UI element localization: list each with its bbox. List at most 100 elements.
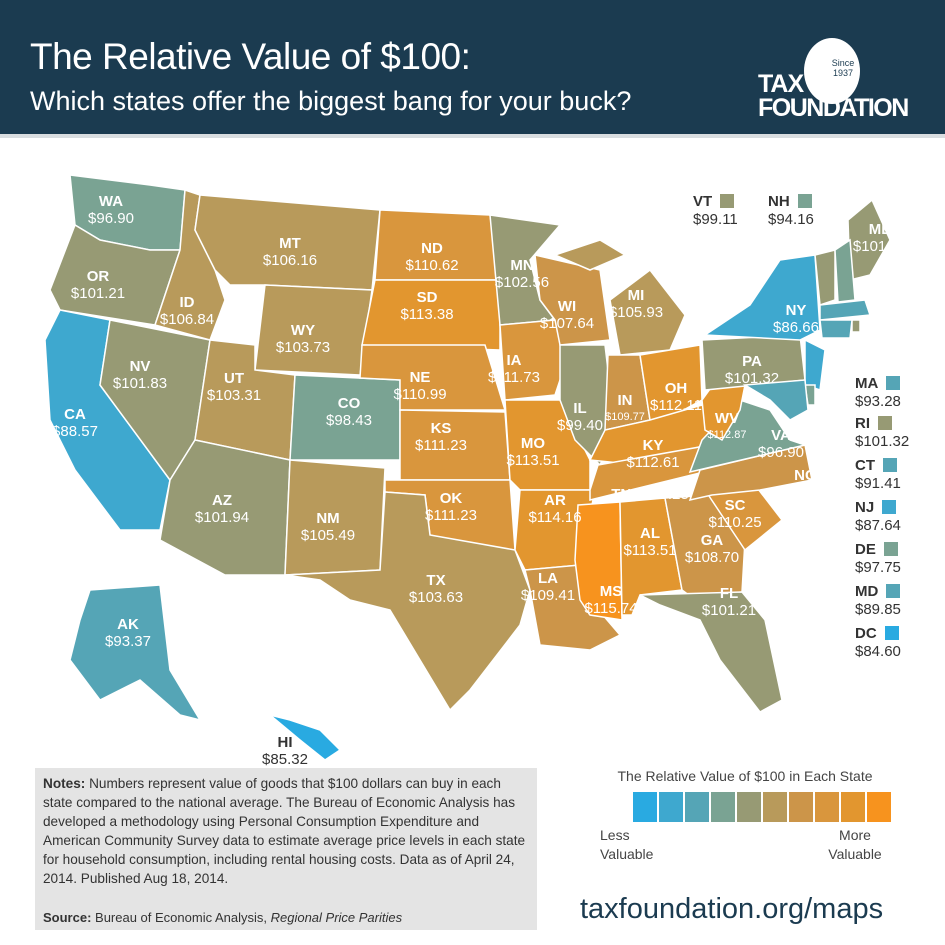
tax-foundation-logo: Since 1937 TAX FOUNDATION xyxy=(758,38,909,122)
small-state-vt: VT $99.11 xyxy=(693,193,738,228)
state-value: $111.23 xyxy=(415,437,467,454)
state-abbr: NV xyxy=(129,358,151,375)
small-state-dc: DC $84.60 xyxy=(855,625,901,660)
legend-more: More Valuable xyxy=(828,827,882,862)
state-value: $110.25 xyxy=(635,486,689,503)
logo-since: Since 1937 xyxy=(831,58,855,78)
state-abbr: UT xyxy=(223,370,244,387)
state-label-or: OR $101.21 xyxy=(71,268,125,302)
state-abbr: DC xyxy=(855,625,877,642)
us-map xyxy=(44,174,891,761)
state-abbr: VA xyxy=(771,427,791,444)
notes-box: Notes: Numbers represent value of goods … xyxy=(35,768,537,930)
state-value: $108.70 xyxy=(684,549,740,566)
state-abbr: DE xyxy=(855,541,876,558)
state-abbr: CT xyxy=(855,457,875,474)
state-abbr: ID xyxy=(179,294,195,311)
state-label-mi: MI $105.93 xyxy=(609,287,663,321)
state-value: $84.60 xyxy=(855,643,901,660)
state-abbr: WI xyxy=(557,298,577,315)
state-label-hi: HI $85.32 xyxy=(262,734,308,768)
state-abbr: TN xyxy=(611,486,632,503)
state-abbr: LA xyxy=(537,570,558,587)
state-value: $88.57 xyxy=(52,423,98,440)
state-abbr: SD xyxy=(416,289,438,306)
legend-swatch xyxy=(711,792,735,822)
state-abbr: MS xyxy=(599,583,623,600)
notes-label: Notes: xyxy=(43,776,86,791)
header: The Relative Value of $100: Which states… xyxy=(0,0,945,138)
state-value: $110.25 xyxy=(708,514,762,531)
state-value: $101.73 xyxy=(852,238,908,255)
color-swatch xyxy=(720,194,735,208)
state-label-pa: PA $101.32 xyxy=(725,353,779,387)
legend-swatch xyxy=(815,792,839,822)
state-value: $93.28 xyxy=(855,393,901,410)
state-abbr: RI xyxy=(855,415,870,432)
state-label-in: IN $109.77 xyxy=(605,392,645,426)
state-value: $85.32 xyxy=(262,751,308,768)
state-label-ga: GA $108.70 xyxy=(685,532,739,566)
state-label-ca: CA $88.57 xyxy=(52,406,98,440)
state-label-sd: SD $113.38 xyxy=(400,289,453,323)
state-value: $103.31 xyxy=(206,387,262,404)
state-value: $97.75 xyxy=(855,559,901,576)
state-sd xyxy=(361,279,501,351)
state-abbr: SC xyxy=(724,497,746,514)
state-value: $112.87 xyxy=(707,429,747,441)
state-value: $89.85 xyxy=(855,601,901,618)
state-label-ar: AR $114.16 xyxy=(528,492,581,526)
state-abbr: OR xyxy=(86,268,110,285)
state-value: $98.43 xyxy=(326,412,372,429)
state-value: $112.11 xyxy=(650,397,702,414)
state-value: $114.16 xyxy=(528,509,582,526)
state-value: $111.73 xyxy=(488,369,540,386)
state-value: $96.90 xyxy=(758,444,804,461)
small-state-ma: MA $93.28 xyxy=(855,375,901,410)
legend-swatch xyxy=(763,792,787,822)
state-value: $101.21 xyxy=(701,602,757,619)
state-abbr: AK xyxy=(117,616,139,633)
state-label-la: LA $109.41 xyxy=(521,570,575,604)
state-abbr: MT xyxy=(279,235,301,252)
state-label-oh: OH $112.11 xyxy=(650,380,702,414)
state-abbr: MI xyxy=(627,287,645,304)
color-legend: The Relative Value of $100 in Each State… xyxy=(600,768,900,862)
state-value: $109.77 xyxy=(605,411,645,423)
small-state-ct: CT $91.41 xyxy=(855,457,901,492)
state-label-sc: SC $110.25 xyxy=(708,497,761,531)
state-label-id: ID $106.84 xyxy=(160,294,214,328)
state-value: $106.84 xyxy=(159,311,215,328)
small-state-ri: RI $101.32 xyxy=(855,415,909,450)
state-label-nc: NC $109.17 xyxy=(778,467,832,501)
state-label-wy: WY $103.73 xyxy=(276,322,330,356)
color-swatch xyxy=(883,458,897,472)
legend-less: Less Valuable xyxy=(600,827,654,862)
page-title: The Relative Value of $100: xyxy=(30,36,471,77)
state-mi xyxy=(609,268,686,356)
state-nj xyxy=(804,338,826,392)
state-label-nv: NV $101.83 xyxy=(113,358,167,392)
state-abbr: AZ xyxy=(211,492,232,509)
state-value: $103.73 xyxy=(275,339,331,356)
website-link[interactable]: taxfoundation.org/maps xyxy=(580,893,884,925)
state-value: $112.61 xyxy=(626,454,680,471)
legend-swatch xyxy=(737,792,761,822)
state-abbr: ME xyxy=(868,221,892,238)
state-label-ak: AK $93.37 xyxy=(105,616,151,650)
legend-title: The Relative Value of $100 in Each State xyxy=(617,768,873,784)
state-abbr: NY xyxy=(785,302,807,319)
state-abbr: MA xyxy=(855,375,879,392)
state-ct xyxy=(819,319,853,339)
source-text: Bureau of Economic Analysis, xyxy=(91,910,271,925)
state-value: $115.74 xyxy=(584,600,638,617)
state-abbr: AR xyxy=(544,492,566,509)
state-label-az: AZ $101.94 xyxy=(195,492,249,526)
state-abbr: IN xyxy=(617,392,633,409)
state-label-ne: NE $110.99 xyxy=(393,369,446,403)
state-md xyxy=(742,379,809,421)
small-state-md: MD $89.85 xyxy=(855,583,901,618)
state-abbr: PA xyxy=(742,353,762,370)
state-ma xyxy=(819,299,872,321)
state-value: $94.16 xyxy=(768,211,814,228)
